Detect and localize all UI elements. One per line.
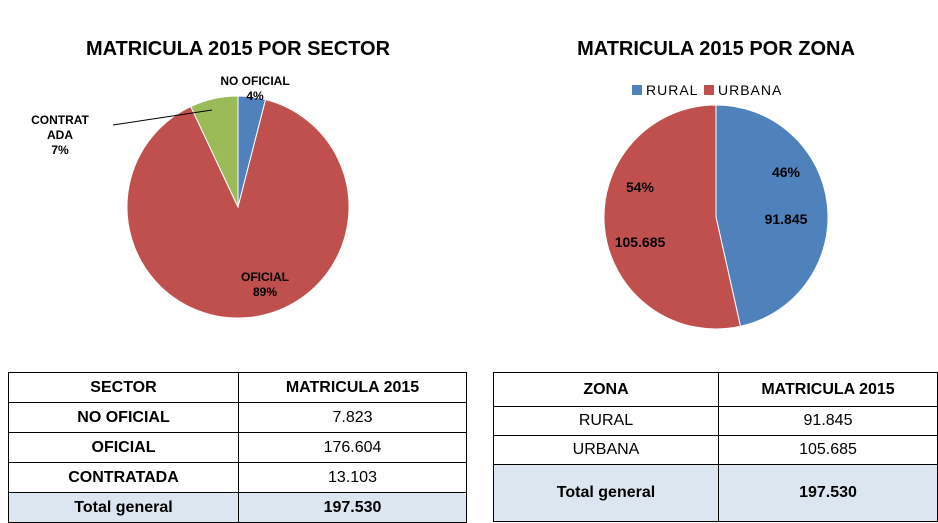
- table-row: RURAL 91.845: [493, 406, 938, 436]
- slice-value-label: 89%: [252, 285, 278, 299]
- pie-slice: [126, 98, 350, 319]
- data-table: SECTOR MATRICULA 2015 NO OFICIAL 7.823 OFICI…: [8, 372, 467, 523]
- slice-percent-label: 46%: [771, 164, 801, 180]
- legend-swatch: [632, 85, 642, 95]
- chart-title: MATRICULA 2015 POR ZONA: [577, 38, 855, 60]
- legend-swatch: [704, 85, 714, 95]
- slice-value-label: 91.845: [764, 211, 808, 227]
- table-cell: 105.685: [718, 435, 938, 465]
- table-cell: SECTOR: [8, 372, 239, 403]
- legend-label: URBANA: [718, 82, 782, 98]
- slice-category-label: CONTRATADA: [31, 113, 89, 142]
- table-cell: 197.530: [238, 492, 467, 523]
- slice-value-label: 105.685: [614, 234, 666, 250]
- slice-category-label: OFICIAL: [241, 270, 289, 284]
- pie-slice: [715, 104, 829, 327]
- table-cell: OFICIAL: [8, 432, 239, 463]
- slice-percent-label: 54%: [625, 179, 655, 195]
- slice-value-label: 7%: [51, 143, 69, 157]
- table-row: ZONA MATRICULA 2015: [493, 372, 938, 407]
- table-cell: CONTRATADA: [8, 462, 239, 493]
- table-cell: Total general: [8, 492, 239, 523]
- table-row: CONTRATADA 13.103: [8, 462, 467, 493]
- slice-category-label: NO OFICIAL: [220, 74, 290, 88]
- table-cell: 176.604: [238, 432, 467, 463]
- table-cell: Total general: [493, 464, 719, 522]
- slice-value-label: 4%: [246, 89, 264, 103]
- table-cell: ZONA: [493, 372, 719, 407]
- table-cell: NO OFICIAL: [8, 402, 239, 433]
- table-cell: RURAL: [493, 406, 719, 436]
- data-table: ZONA MATRICULA 2015 RURAL 91.845 URBANA 105.6…: [493, 372, 938, 522]
- table-row: Total general 197.530: [493, 464, 938, 522]
- legend-label: RURAL: [646, 82, 698, 98]
- table-cell: MATRICULA 2015: [718, 372, 938, 407]
- table-cell: 91.845: [718, 406, 938, 436]
- table-cell: URBANA: [493, 435, 719, 465]
- table-row: NO OFICIAL 7.823: [8, 402, 467, 433]
- pie-slice: [190, 95, 239, 208]
- table-row: Total general 197.530: [8, 492, 467, 523]
- table-cell: 197.530: [718, 464, 938, 522]
- pie-slice: [603, 104, 742, 330]
- table-row: URBANA 105.685: [493, 435, 938, 465]
- table-row: SECTOR MATRICULA 2015: [8, 372, 467, 403]
- leader-line: [112, 109, 213, 126]
- table-row: OFICIAL 176.604: [8, 432, 467, 463]
- table-cell: MATRICULA 2015: [238, 372, 467, 403]
- table-cell: 13.103: [238, 462, 467, 493]
- table-cell: 7.823: [238, 402, 467, 433]
- chart-title: MATRICULA 2015 POR SECTOR: [86, 38, 391, 60]
